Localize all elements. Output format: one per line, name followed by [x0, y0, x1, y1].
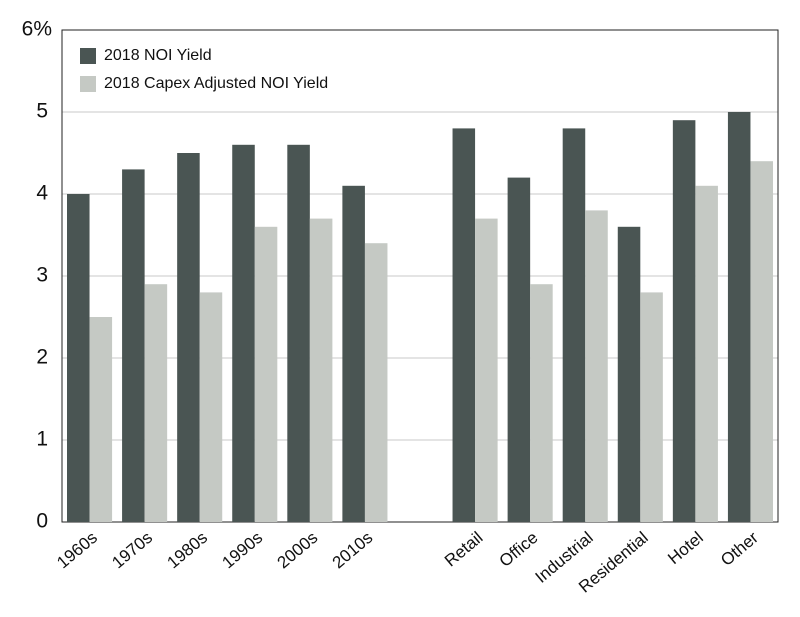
bar — [530, 284, 553, 522]
y-tick-label: 2 — [36, 346, 48, 369]
bar — [695, 185, 718, 523]
bar — [562, 128, 586, 522]
y-tick-label: 3 — [36, 264, 48, 287]
x-tick-label: 1960s — [53, 528, 101, 572]
bar — [199, 292, 223, 522]
bar — [309, 218, 333, 522]
legend-swatch — [80, 76, 96, 92]
legend-label: 2018 Capex Adjusted NOI Yield — [104, 75, 328, 92]
x-tick-label: 1970s — [108, 528, 156, 572]
x-tick-label: Other — [717, 528, 762, 570]
bar — [452, 128, 476, 522]
bar — [177, 153, 200, 522]
plot-frame — [61, 29, 779, 523]
bar — [507, 177, 531, 522]
y-tick-label: 1 — [36, 428, 48, 451]
bar — [122, 169, 145, 522]
y-tick-label: 0 — [36, 510, 48, 533]
x-tick-label: 1990s — [219, 528, 267, 572]
bar — [640, 292, 663, 522]
x-tick-label: 2010s — [329, 528, 377, 572]
bar — [287, 144, 310, 523]
bar — [67, 194, 90, 522]
y-tick-label: 5 — [36, 100, 48, 123]
legend-label: 2018 NOI Yield — [104, 47, 212, 64]
legend-swatch — [80, 48, 96, 64]
x-tick-label: Office — [496, 528, 542, 571]
x-tick-label: Retail — [441, 528, 487, 570]
bar — [254, 226, 278, 523]
bar — [232, 144, 255, 523]
bar — [364, 243, 388, 522]
y-tick-label: 6% — [22, 18, 52, 41]
bar — [342, 185, 365, 523]
bar — [144, 284, 168, 522]
y-tick-label: 4 — [36, 182, 48, 205]
x-tick-label: 1980s — [163, 528, 211, 572]
bar — [750, 161, 773, 522]
bar — [89, 317, 113, 522]
bar — [727, 112, 751, 522]
x-tick-label: 2000s — [274, 528, 322, 572]
bar — [672, 120, 696, 522]
bar — [617, 226, 641, 523]
bar — [585, 210, 608, 522]
x-tick-label: Hotel — [664, 528, 707, 568]
bar — [475, 218, 498, 522]
